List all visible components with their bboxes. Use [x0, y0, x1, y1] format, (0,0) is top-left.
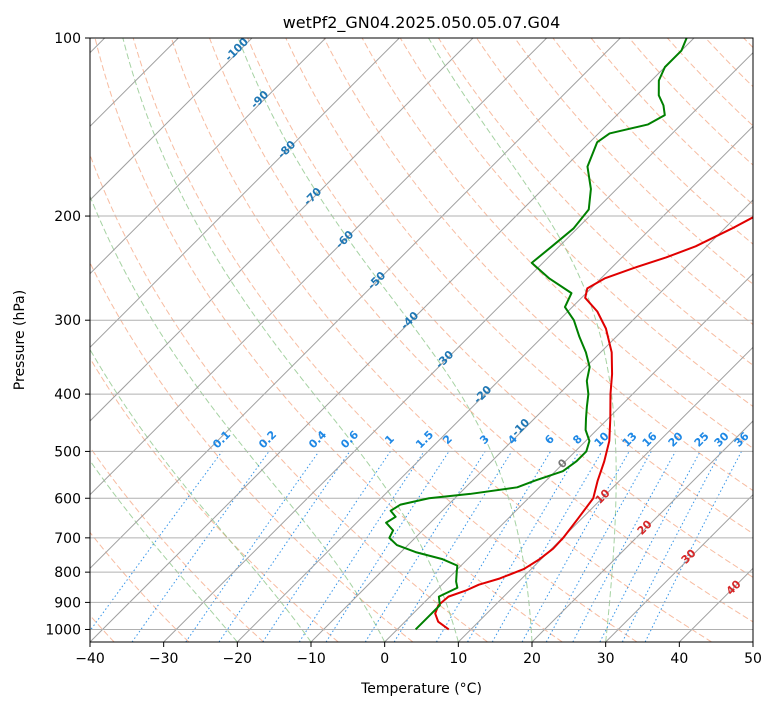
- y-tick-label: 200: [54, 209, 81, 225]
- x-tick-label: 50: [744, 651, 762, 667]
- y-tick-label: 600: [54, 491, 81, 507]
- x-tick-label: 10: [449, 651, 467, 667]
- y-tick-label: 1000: [45, 622, 81, 638]
- y-tick-label: 400: [54, 387, 81, 403]
- x-tick-label: −30: [149, 651, 179, 667]
- x-tick-label: −20: [223, 651, 253, 667]
- x-tick-label: 0: [380, 651, 389, 667]
- y-tick-label: 100: [54, 31, 81, 47]
- y-tick-label: 500: [54, 444, 81, 460]
- x-axis-label: Temperature (°C): [360, 681, 482, 697]
- x-tick-label: −40: [75, 651, 105, 667]
- y-tick-label: 800: [54, 565, 81, 581]
- y-tick-label: 900: [54, 595, 81, 611]
- x-tick-label: −10: [296, 651, 326, 667]
- x-tick-label: 40: [670, 651, 688, 667]
- chart-title: wetPf2_GN04.2025.050.05.07.G04: [283, 13, 561, 33]
- y-tick-label: 300: [54, 313, 81, 329]
- y-axis-label: Pressure (hPa): [12, 290, 28, 390]
- x-tick-label: 30: [597, 651, 615, 667]
- y-tick-label: 700: [54, 531, 81, 547]
- x-tick-label: 20: [523, 651, 541, 667]
